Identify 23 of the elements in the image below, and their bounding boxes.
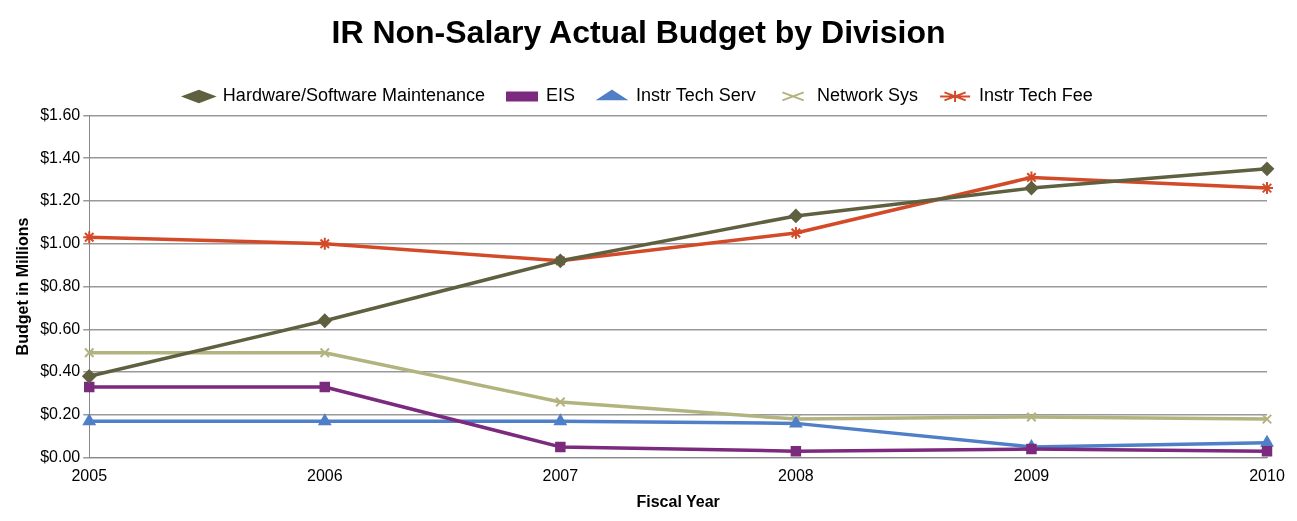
chart-title: IR Non-Salary Actual Budget by Division bbox=[331, 14, 946, 51]
x-tick-label: 2006 bbox=[306, 466, 343, 484]
y-tick-label: $1.20 bbox=[40, 191, 81, 209]
x-tick-label: 2007 bbox=[542, 466, 579, 484]
legend-label: EIS bbox=[546, 85, 576, 106]
y-tick-label: $1.40 bbox=[40, 148, 81, 166]
y-tick-label: $0.00 bbox=[40, 448, 81, 466]
legend-label: Instr Tech Serv bbox=[636, 85, 756, 106]
x-tick-label: 2009 bbox=[1013, 466, 1050, 484]
legend-label: Hardware/Software Maintenance bbox=[222, 85, 486, 106]
legend-label: Network Sys bbox=[817, 85, 919, 106]
x-tick-label: 2008 bbox=[778, 466, 814, 484]
x-tick-label: 2010 bbox=[1249, 466, 1285, 484]
y-tick-label: $0.80 bbox=[40, 276, 81, 294]
y-tick-label: $1.60 bbox=[40, 105, 81, 123]
y-tick-label: $0.20 bbox=[40, 405, 81, 423]
y-tick-label: $0.60 bbox=[40, 319, 81, 337]
y-tick-label: $1.00 bbox=[40, 234, 81, 252]
x-axis-title: Fiscal Year bbox=[636, 492, 720, 510]
y-axis-title: Budget in Millions bbox=[14, 217, 32, 356]
y-tick-label: $0.40 bbox=[40, 362, 81, 380]
x-tick-label: 2005 bbox=[71, 466, 108, 484]
legend-label: Instr Tech Fee bbox=[979, 85, 1093, 106]
